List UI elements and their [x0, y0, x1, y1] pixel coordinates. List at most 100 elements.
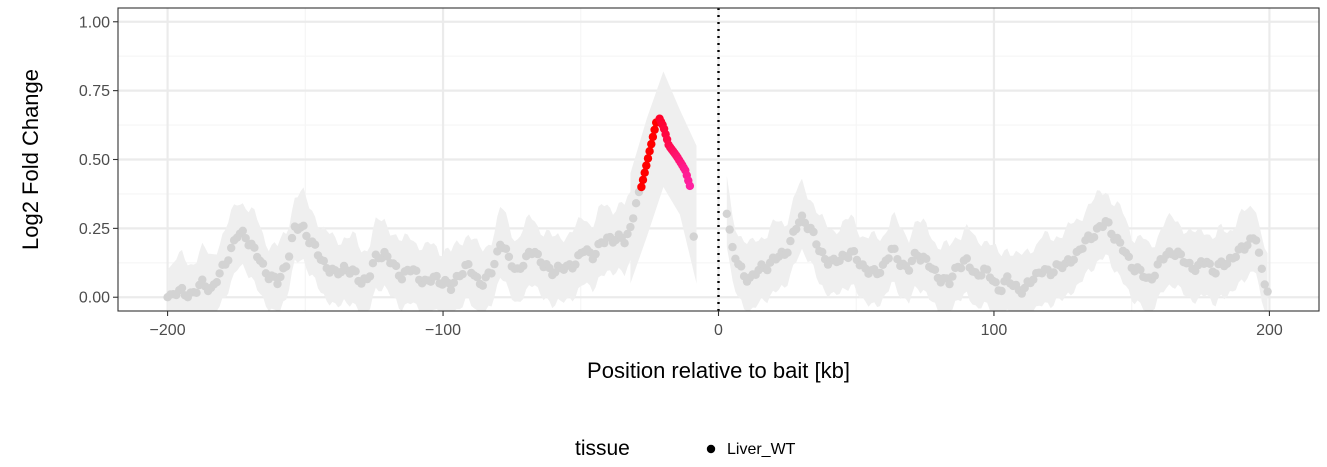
y-tick-label: 1.00: [79, 14, 110, 31]
y-tick-label: 0.00: [79, 290, 110, 307]
data-point: [737, 262, 746, 271]
data-point: [391, 261, 401, 271]
data-point: [282, 262, 291, 271]
data-point: [818, 247, 827, 257]
data-point: [501, 244, 511, 253]
data-point: [368, 259, 378, 268]
data-point: [1263, 287, 1272, 296]
x-axis: −200 −100 0 100 200: [150, 311, 1283, 339]
data-point: [792, 224, 801, 234]
data-point: [620, 239, 629, 248]
data-point: [443, 278, 453, 288]
data-point: [907, 256, 917, 266]
data-point: [299, 221, 308, 230]
data-point: [276, 272, 285, 282]
data-point: [722, 209, 731, 218]
data-point: [728, 242, 737, 252]
data-point: [991, 278, 1000, 287]
y-tick-label: 0.25: [79, 221, 110, 238]
data-point: [351, 267, 360, 276]
data-points: [163, 114, 1272, 302]
x-tick-label: 0: [714, 322, 723, 339]
data-point: [786, 236, 795, 246]
data-point: [571, 260, 580, 269]
legend: tissue Liver_WT: [575, 437, 796, 460]
data-point: [287, 233, 297, 243]
data-point: [1049, 268, 1058, 277]
data-point: [446, 285, 456, 295]
peak-point: [638, 175, 648, 185]
data-point: [1069, 255, 1079, 264]
x-tick-label: 100: [981, 322, 1008, 339]
data-point: [487, 269, 496, 278]
x-tick-label: 200: [1256, 322, 1283, 339]
ribbon-right: [726, 176, 1268, 311]
data-point: [962, 254, 971, 263]
data-point: [250, 243, 259, 252]
data-point: [302, 231, 311, 241]
data-point: [922, 254, 931, 263]
data-point: [1251, 236, 1261, 245]
data-point: [945, 279, 954, 289]
legend-title: tissue: [575, 437, 630, 460]
peak-point: [648, 132, 658, 142]
data-point: [626, 222, 635, 232]
data-point: [1003, 272, 1012, 281]
data-point: [763, 265, 772, 275]
confidence-ribbon: [167, 71, 1268, 311]
data-point: [545, 263, 554, 273]
data-point: [227, 243, 236, 253]
data-point: [319, 256, 328, 266]
data-point: [238, 226, 247, 235]
peak-point: [637, 182, 646, 192]
x-tick-label: −100: [425, 322, 461, 339]
data-point: [504, 252, 514, 261]
data-point: [533, 249, 542, 259]
data-point: [689, 232, 698, 241]
data-point: [490, 259, 499, 269]
data-point: [591, 249, 600, 259]
data-point: [725, 225, 734, 234]
data-point: [956, 264, 966, 273]
data-point: [809, 227, 818, 237]
y-tick-label: 0.50: [79, 152, 110, 169]
data-point: [192, 288, 201, 297]
data-point: [1104, 218, 1113, 227]
data-point: [875, 268, 885, 278]
peak-point: [645, 147, 654, 156]
data-point: [224, 256, 233, 265]
data-point: [551, 268, 560, 277]
data-point: [519, 261, 528, 271]
data-point: [464, 260, 473, 269]
legend-key-point: [706, 444, 716, 454]
ribbon-left: [167, 164, 639, 311]
data-point: [365, 272, 375, 281]
data-point: [890, 244, 899, 253]
data-point: [997, 286, 1006, 296]
data-point: [1205, 259, 1215, 268]
peak-point: [640, 168, 649, 177]
data-point: [623, 229, 632, 239]
data-point: [1231, 252, 1241, 262]
data-point: [812, 240, 821, 249]
peak-point: [650, 125, 659, 134]
peak-point: [642, 161, 651, 170]
data-point: [1020, 283, 1029, 293]
data-point: [241, 234, 250, 243]
peak-point: [685, 181, 695, 191]
data-point: [631, 199, 641, 208]
data-point: [629, 214, 638, 223]
data-point: [1115, 238, 1125, 247]
data-point: [1136, 265, 1145, 274]
data-point: [397, 275, 407, 284]
data-point: [1150, 271, 1160, 280]
data-point: [478, 281, 487, 290]
data-point: [215, 269, 224, 278]
data-point: [383, 252, 392, 261]
y-tick-label: 0.75: [79, 83, 110, 100]
data-point: [884, 254, 893, 263]
data-point: [783, 248, 792, 257]
legend-label: Liver_WT: [727, 441, 796, 458]
data-point: [258, 259, 268, 268]
